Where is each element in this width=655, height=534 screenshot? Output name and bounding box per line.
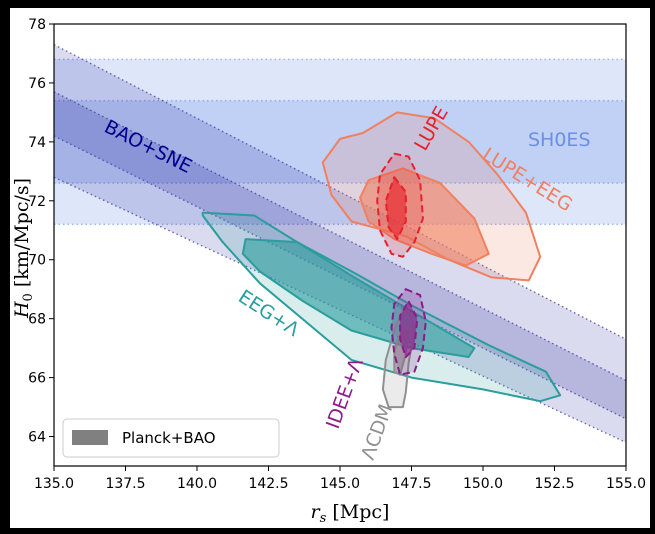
legend-swatch-planck-bao [72,430,108,445]
x-tick-label: 140.0 [177,476,217,492]
y-tick-label: 74 [28,135,46,151]
x-tick-label: 142.5 [248,476,288,492]
y-tick-label: 66 [28,371,46,387]
contour-68-lupe [384,176,407,241]
x-tick-label: 145.0 [320,476,360,492]
y-tick-label: 70 [28,253,46,269]
legend: Planck+BAO [62,418,280,458]
plot-layer [53,44,627,444]
x-tick-label: 150.0 [463,476,503,492]
x-tick-label: 137.5 [105,476,145,492]
legend-box [62,418,280,458]
contour-68-idee [399,300,419,358]
y-tick-label: 64 [28,430,46,446]
y-axis-label: H0 [km/Mpc/s] [11,178,36,319]
x-tick-label: 135.0 [34,476,74,492]
bao-sne-band-inner [54,91,626,419]
x-tick-label: 155.0 [606,476,646,492]
sh0es-band-outer [54,59,626,225]
y-tick-label: 68 [28,312,46,328]
x-tick-label: 152.5 [534,476,574,492]
y-tick-label: 72 [28,194,46,210]
y-tick-label: 76 [28,76,46,92]
bao-sne-band-edge [53,91,627,382]
legend-label-planck-bao: Planck+BAO [122,429,216,447]
bao-sne-band-edge [53,44,627,340]
y-tick-label: 78 [28,17,46,33]
sh0es-band-inner [54,100,626,184]
y-axis: 64 66 68 70 72 74 76 78 [28,17,54,446]
x-tick-label: 147.5 [391,476,431,492]
sh0es-label: SH0ES [528,129,591,151]
bao-sne-band-edge [53,135,627,420]
x-axis: 135.0 137.5 140.0 142.5 145.0 147.5 150.0 152.5… [34,466,646,492]
